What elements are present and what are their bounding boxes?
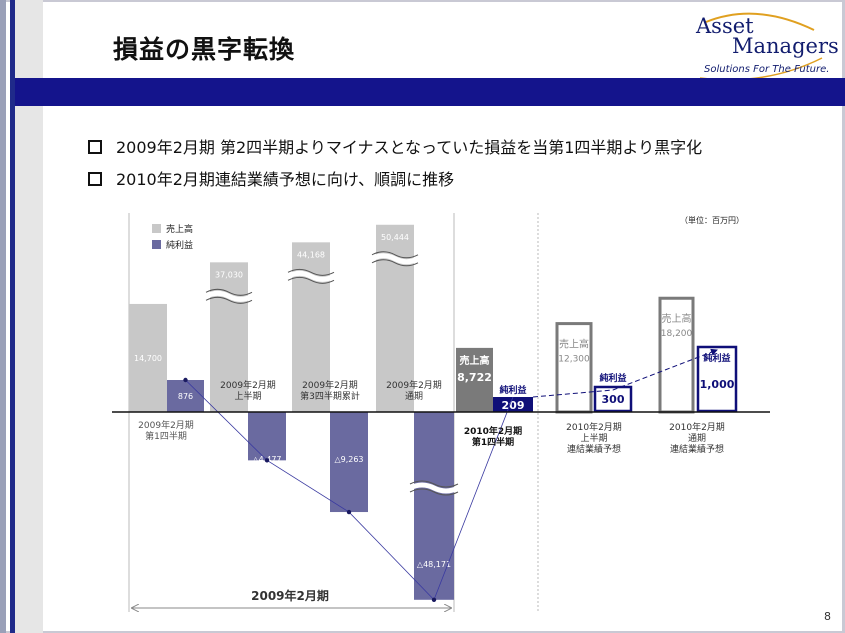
net-income-bar [493, 397, 533, 412]
axis-break-mark [287, 268, 335, 276]
category-label: 2009年2月期 [302, 379, 358, 391]
category-label: 第1四半期 [472, 436, 514, 448]
net-income-point [346, 509, 352, 515]
category-label: 第3四半期累計 [300, 390, 360, 402]
category-label: 2010年2月期 [669, 421, 725, 433]
revenue-bar [129, 303, 167, 412]
period-bracket-label: 2009年2月期 [251, 588, 329, 603]
axis-break-mark [408, 482, 460, 494]
net-income-value-label: 300 [602, 393, 625, 406]
net-income-value-label: △9,263 [334, 455, 363, 464]
frame-left-stripe-dark [10, 0, 15, 633]
net-income-bar [330, 412, 368, 513]
category-label: 連結業績予想 [670, 443, 724, 455]
checkbox-bullet-icon [88, 139, 102, 154]
net-income-bar [696, 345, 738, 413]
frame-left-stripe [0, 0, 6, 633]
frame-right-border [842, 0, 845, 633]
revenue-value-label: 8,722 [457, 371, 492, 384]
revenue-value-label: 44,168 [297, 250, 325, 259]
revenue-bar [210, 262, 248, 412]
revenue-series-label: 売上高 [460, 354, 490, 367]
bullet-text-2: 2010年2月期連結業績予想に向け、順調に推移 [116, 170, 455, 189]
company-logo: Asset Managers Solutions For The Future. [686, 8, 839, 80]
legend-label-revenue: 売上高 [166, 223, 193, 235]
net-income-value-label: 876 [178, 392, 193, 401]
category-label: 2009年2月期 [138, 419, 194, 431]
net-income-point [431, 597, 437, 602]
header-banner [15, 78, 845, 106]
bullet-item-1: 2009年2月期 第2四半期よりマイナスとなっていた損益を当第1四半期より黒字化 [88, 134, 702, 158]
revenue-value-label: 14,700 [134, 354, 162, 363]
legend-swatch-net-income [152, 240, 161, 249]
net-income-series-label: 純利益 [703, 352, 730, 364]
axis-break-mark [409, 480, 459, 488]
logo-tagline: Solutions For The Future. [704, 64, 830, 75]
net-income-point [183, 377, 188, 383]
net-income-bar [248, 412, 286, 461]
revenue-bar [555, 322, 593, 414]
logo-text-asset: Asset [696, 14, 754, 38]
axis-break-mark [205, 296, 253, 304]
checkbox-bullet-icon [88, 171, 102, 186]
revenue-value-label: 18,200 [661, 329, 693, 339]
revenue-series-label: 売上高 [662, 312, 692, 325]
bullet-item-2: 2010年2月期連結業績予想に向け、順調に推移 [88, 166, 454, 190]
category-label: 2010年2月期 [566, 421, 622, 433]
axis-break-mark [204, 290, 254, 302]
net-income-series-label: 純利益 [599, 372, 626, 384]
category-label: 上半期 [234, 390, 261, 402]
page-number: 8 [824, 610, 831, 623]
net-income-bar [414, 412, 454, 600]
axis-break-mark [371, 251, 419, 259]
legend-swatch-revenue [152, 224, 161, 233]
category-label: 第1四半期 [145, 430, 187, 442]
net-income-point [264, 458, 270, 463]
category-label: 上半期 [580, 432, 607, 444]
category-label: 連結業績予想 [567, 443, 621, 455]
axis-break-mark [287, 276, 335, 284]
page-title: 損益の黒字転換 [113, 35, 296, 64]
axis-break-mark [409, 488, 459, 496]
net-income-value-label: △48,171 [417, 560, 451, 569]
revenue-value-label: 37,030 [215, 270, 243, 279]
revenue-value-label: 50,444 [381, 233, 409, 242]
revenue-bar [456, 347, 493, 412]
category-label: 2009年2月期 [220, 379, 276, 391]
net-income-value-label: 1,000 [700, 378, 735, 391]
category-label: 2010年2月期 [464, 425, 522, 437]
legend-label-net-income: 純利益 [166, 239, 193, 251]
revenue-value-label: 12,300 [558, 355, 590, 365]
net-income-value-label: 209 [502, 399, 525, 412]
logo-text-managers: Managers [732, 34, 839, 58]
axis-break-mark [205, 288, 253, 296]
unit-label: （単位：百万円） [680, 215, 744, 225]
revenue-bar [292, 242, 330, 412]
frame-top-border [0, 0, 845, 2]
axis-break-mark [286, 270, 336, 282]
bullet-text-1: 2009年2月期 第2四半期よりマイナスとなっていた損益を当第1四半期より黒字化 [116, 138, 703, 157]
axis-break-mark [370, 253, 420, 265]
category-label: 2009年2月期 [386, 379, 442, 391]
category-label: 通期 [688, 433, 706, 444]
net-income-bar [167, 380, 204, 412]
revenue-series-label: 売上高 [559, 338, 589, 351]
net-income-series-label: 純利益 [499, 384, 526, 396]
category-label: 通期 [405, 391, 423, 402]
frame-bottom-border [0, 631, 845, 633]
forecast-trend-line [532, 348, 718, 398]
axis-break-mark [371, 259, 419, 267]
